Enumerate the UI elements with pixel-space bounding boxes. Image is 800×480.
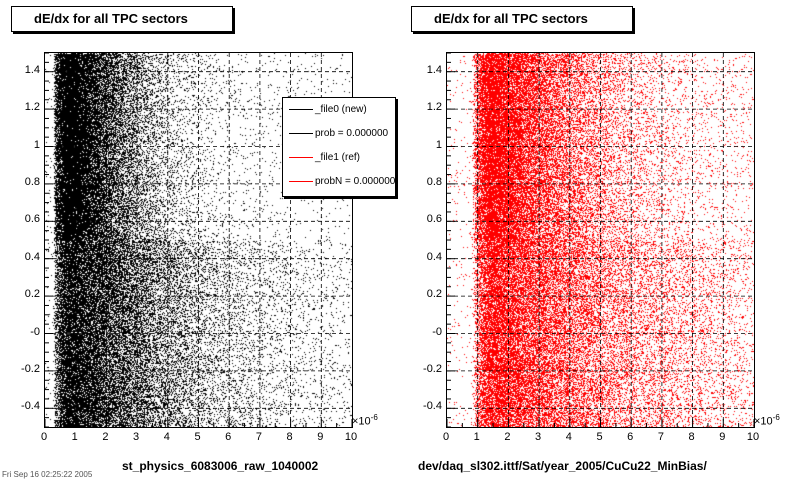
left-x-exponent: ×10-6 xyxy=(352,413,378,428)
y-tick-label: 1.2 xyxy=(24,101,40,114)
y-tick-label: 0.6 xyxy=(426,213,442,226)
right-x-exponent-power: -6 xyxy=(772,413,780,422)
legend-entry: _file0 (new) xyxy=(283,100,395,120)
x-tick-label: 10 xyxy=(344,431,358,443)
legend-line xyxy=(289,109,313,110)
y-tick-label: 0.6 xyxy=(24,213,40,226)
x-tick-label: 6 xyxy=(225,431,232,443)
legend-label: _file1 (ref) xyxy=(315,152,361,163)
y-tick-label: 0.2 xyxy=(24,288,40,301)
y-tick-label: 0.8 xyxy=(24,175,40,188)
y-tick-label: -0.2 xyxy=(21,362,40,375)
legend: _file0 (new) prob = 0.000000 _file1 (ref… xyxy=(282,97,396,197)
legend-line xyxy=(289,133,313,134)
x-tick-label: 6 xyxy=(627,431,634,443)
left-x-axis-label: st_physics_6083006_raw_1040002 xyxy=(122,459,319,473)
legend-entry: probN = 0.000000 xyxy=(283,172,396,192)
x-tick-label: 2 xyxy=(504,431,511,443)
right-x-exponent-base: ×10 xyxy=(754,415,773,428)
x-tick-label: 3 xyxy=(133,431,140,443)
right-plot-area[interactable] xyxy=(446,52,755,428)
y-tick-label: 0.4 xyxy=(24,250,40,263)
legend-label: prob = 0.000000 xyxy=(315,128,389,139)
y-tick-label: 0.2 xyxy=(426,288,442,301)
x-tick-label: 1 xyxy=(473,431,480,443)
legend-entry: _file1 (ref) xyxy=(283,148,395,168)
y-tick-label: 1 xyxy=(435,138,442,151)
legend-line xyxy=(289,181,313,182)
y-tick-label: 1.2 xyxy=(426,101,442,114)
y-tick-label: 1.4 xyxy=(24,63,40,76)
x-tick-label: 1 xyxy=(71,431,78,443)
x-tick-label: 8 xyxy=(688,431,695,443)
legend-label: _file0 (new) xyxy=(315,104,367,115)
x-tick-label: 0 xyxy=(40,431,48,443)
right-grid-and-axes xyxy=(447,53,754,427)
right-x-axis-label: dev/daq_sl302.ittf/Sat/year_2005/CuCu22_… xyxy=(418,459,707,473)
x-tick-label: 3 xyxy=(535,431,542,443)
y-tick-label: -0.4 xyxy=(21,400,40,413)
left-grid-and-axes xyxy=(45,53,352,427)
x-tick-label: 4 xyxy=(163,431,170,443)
x-tick-label: 5 xyxy=(596,431,603,443)
right-x-exponent: ×10-6 xyxy=(754,413,780,428)
y-tick-label: -0.4 xyxy=(423,400,442,413)
y-tick-label: -0 xyxy=(30,325,40,338)
legend-label: probN = 0.000000 xyxy=(315,176,396,187)
x-tick-label: 7 xyxy=(255,431,262,443)
legend-entry: prob = 0.000000 xyxy=(283,124,395,144)
x-tick-label: 5 xyxy=(194,431,201,443)
x-tick-label: 4 xyxy=(565,431,572,443)
right-plot-title: dE/dx for all TPC sectors xyxy=(411,6,633,32)
x-tick-label: 9 xyxy=(719,431,726,443)
left-x-exponent-base: ×10 xyxy=(352,415,371,428)
y-tick-label: -0.2 xyxy=(423,362,442,375)
y-tick-label: 1.4 xyxy=(426,63,442,76)
y-tick-label: 1 xyxy=(33,138,40,151)
x-tick-label: 0 xyxy=(442,431,450,443)
left-x-exponent-power: -6 xyxy=(370,413,378,422)
y-tick-label: 0.4 xyxy=(426,250,442,263)
x-tick-label: 8 xyxy=(286,431,293,443)
x-tick-label: 10 xyxy=(746,431,760,443)
y-tick-label: -0 xyxy=(432,325,442,338)
footer-date: Fri Sep 16 02:25:22 2005 xyxy=(2,470,93,479)
x-tick-label: 9 xyxy=(317,431,324,443)
x-tick-label: 7 xyxy=(657,431,664,443)
y-tick-label: 0.8 xyxy=(426,175,442,188)
x-tick-label: 2 xyxy=(102,431,109,443)
left-plot-title: dE/dx for all TPC sectors xyxy=(11,6,233,32)
legend-line xyxy=(289,157,313,158)
